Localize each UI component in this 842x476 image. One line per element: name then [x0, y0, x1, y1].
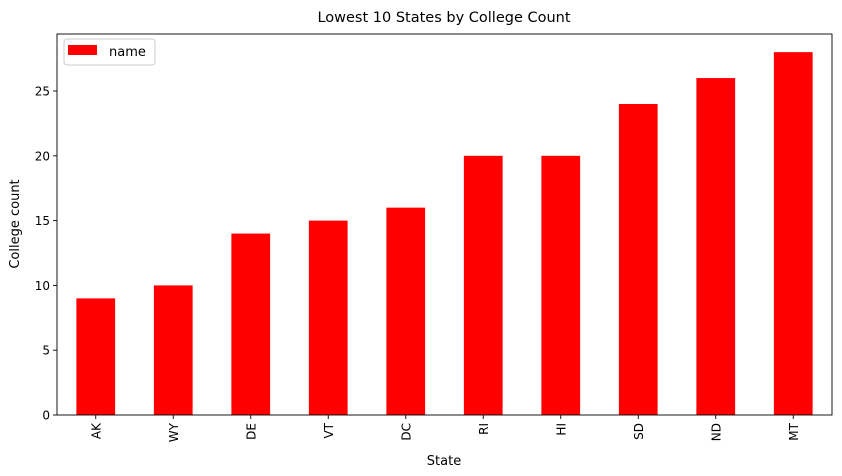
x-axis: AK WY DE VT DC RI HI SD ND MT	[89, 415, 801, 442]
bar-dc	[386, 207, 426, 415]
x-tick-label: DE	[244, 423, 258, 440]
x-tick-label: ND	[709, 423, 723, 441]
y-tick-label: 20	[35, 149, 50, 163]
bar-mt	[773, 52, 813, 416]
bar-sd	[618, 103, 658, 416]
bar-de	[231, 233, 271, 415]
bar-nd	[696, 78, 736, 416]
bar-ri	[463, 155, 503, 415]
x-tick-label: DC	[399, 423, 413, 441]
bar-hi	[541, 155, 581, 415]
y-tick-label: 0	[42, 409, 50, 423]
x-tick-label: HI	[554, 423, 568, 436]
bar-wy	[153, 285, 193, 415]
chart-title: Lowest 10 States by College Count	[317, 10, 570, 26]
x-tick-label: SD	[632, 423, 646, 440]
legend-label: name	[109, 45, 146, 60]
x-tick-label: VT	[322, 422, 336, 438]
bar-ak	[76, 298, 116, 415]
bar-vt	[308, 220, 348, 415]
y-tick-label: 15	[35, 214, 50, 228]
y-tick-label: 10	[35, 279, 50, 293]
plot-frame	[56, 33, 833, 416]
x-tick-label: WY	[167, 422, 181, 442]
y-axis: 0 5 10 15 20 25	[35, 85, 57, 423]
x-tick-label: RI	[477, 423, 491, 435]
x-tick-label: AK	[89, 422, 103, 439]
legend: name	[63, 38, 156, 66]
x-axis-label: State	[427, 454, 461, 469]
y-axis-label: College count	[8, 179, 23, 268]
x-tick-label: MT	[787, 422, 801, 440]
y-tick-label: 5	[42, 344, 50, 358]
legend-swatch	[68, 45, 97, 55]
y-tick-label: 25	[35, 85, 50, 99]
bars-group	[76, 52, 813, 416]
